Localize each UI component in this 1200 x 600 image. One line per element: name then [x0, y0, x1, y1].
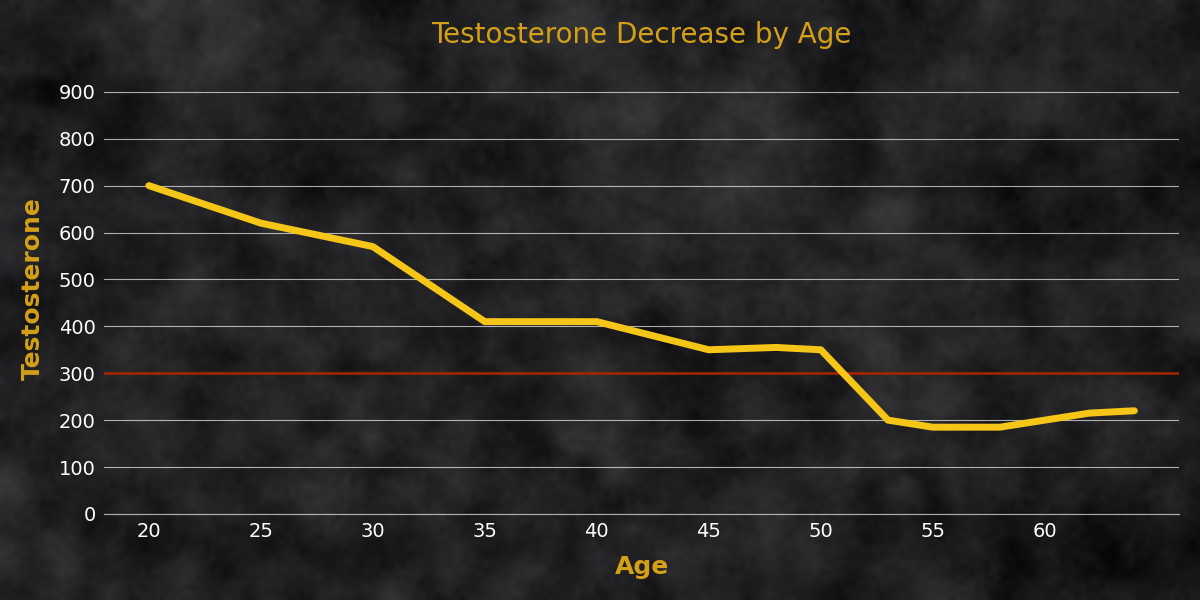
- Title: Testosterone Decrease by Age: Testosterone Decrease by Age: [432, 21, 852, 49]
- X-axis label: Age: Age: [614, 555, 668, 579]
- Y-axis label: Testosterone: Testosterone: [20, 197, 44, 380]
